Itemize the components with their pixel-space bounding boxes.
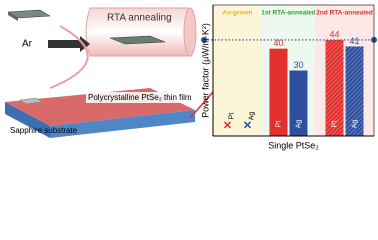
series-label: Pt — [228, 113, 235, 120]
schematic: Ar RTA annealing Polycrystalline PtSe₂ t… — [5, 7, 233, 138]
missing-marker: × — [243, 117, 251, 133]
series-label: Ag — [351, 120, 358, 129]
series-label: Pt — [331, 121, 338, 128]
category-label: As-grown — [223, 10, 253, 17]
bar-hatch — [325, 39, 344, 136]
substrate-front — [50, 110, 195, 138]
y-axis-label: Power factor (μW/m·K²) — [200, 23, 210, 118]
contact — [19, 97, 43, 105]
substrate-left — [5, 102, 50, 138]
tube-end — [183, 7, 197, 57]
value-label: 44 — [329, 29, 339, 39]
process-label: RTA annealing — [107, 13, 172, 24]
category-label: 1st RTA-annealed — [261, 10, 315, 17]
group-background — [213, 5, 262, 136]
series-label: Ag — [248, 112, 255, 121]
group-background — [315, 5, 374, 136]
gas-label: Ar — [22, 39, 33, 50]
value-label: 40 — [273, 38, 283, 48]
sample-in-tube — [109, 35, 166, 45]
film-label-bg — [86, 92, 190, 103]
value-label: 41 — [349, 36, 359, 46]
bar — [269, 48, 288, 136]
film-label: Polycrystalline PtSe₂ thin film — [88, 93, 192, 102]
category-label: 2nd RTA-annealed — [316, 10, 373, 17]
bar — [289, 70, 308, 136]
series-label: Pt — [275, 121, 282, 128]
value-label: 30 — [293, 60, 303, 70]
substrate-label: Sapphire substrate — [10, 126, 78, 135]
missing-marker: × — [223, 117, 231, 133]
plot-frame — [212, 4, 375, 137]
flow-arrow — [49, 25, 89, 89]
sample-side — [8, 12, 18, 21]
x-axis-label: Single PtSe₂ — [268, 140, 319, 150]
series-label: Ag — [295, 120, 302, 129]
bar-hatch — [345, 46, 364, 136]
figure: Ar RTA annealing Polycrystalline PtSe₂ t… — [5, 4, 377, 150]
reference-dot — [201, 36, 207, 43]
